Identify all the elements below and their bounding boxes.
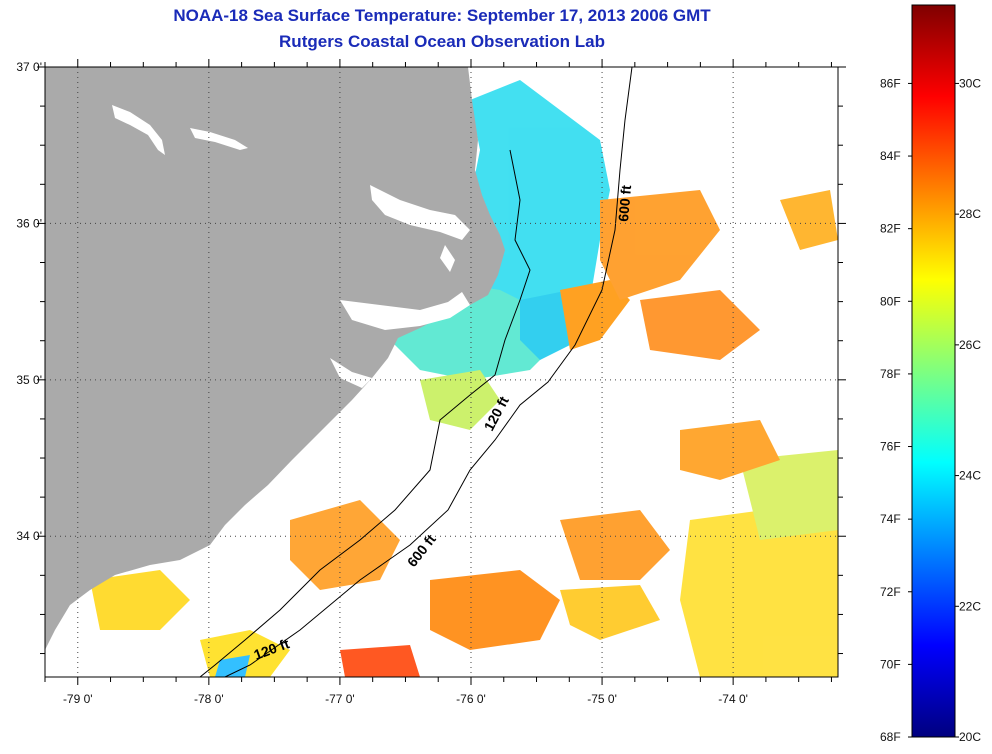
sst-patch (780, 190, 838, 250)
sst-patch (600, 190, 720, 300)
sst-patch (680, 420, 780, 480)
latitude-axis: 37 0' 36 0' 35 0' 34 0' (16, 60, 42, 543)
colorbar-f-label: 76F (880, 440, 901, 454)
lon-tick-label: -79 0' (63, 692, 93, 706)
sst-patch (680, 500, 838, 677)
colorbar-f-label: 80F (880, 294, 901, 308)
sst-data-layer (90, 80, 838, 677)
lon-tick-label: -78 0' (194, 692, 224, 706)
colorbar-f-label: 78F (880, 367, 901, 381)
colorbar-f-label: 72F (880, 585, 901, 599)
contour-label: 600 ft (615, 184, 634, 222)
colorbar-f-label: 82F (880, 222, 901, 236)
lon-tick-label: -75 0' (587, 692, 617, 706)
colorbar-scale (911, 4, 956, 738)
colorbar-celsius-labels: 30C 28C 26C 24C 22C 20C (955, 76, 981, 744)
lon-tick-label: -74 0' (718, 692, 748, 706)
colorbar-c-label: 20C (959, 730, 981, 744)
sst-patch (290, 500, 400, 590)
isobath-lines (199, 67, 633, 677)
graticule (45, 67, 838, 677)
inland-water (112, 105, 470, 388)
map-frame (44, 66, 839, 678)
lat-tick-label: 37 0' (16, 60, 42, 74)
lat-tick-label: 35 0' (16, 373, 42, 387)
colorbar-fahrenheit-labels: 86F 84F 82F 80F 78F 76F 74F 72F 70F 68F (880, 76, 912, 744)
colorbar-f-label: 86F (880, 76, 901, 90)
sst-patch (740, 450, 838, 540)
colorbar-f-label: 70F (880, 657, 901, 671)
colorbar-f-label: 74F (880, 512, 901, 526)
minor-ticks (37, 59, 846, 685)
colorbar-f-label: 84F (880, 149, 901, 163)
sst-patch (560, 280, 630, 350)
colorbar-c-label: 22C (959, 599, 981, 613)
sst-patch (90, 570, 190, 630)
longitude-axis: -79 0' -78 0' -77 0' -76 0' -75 0' -74 0' (63, 692, 748, 706)
isobath-600ft (224, 67, 633, 677)
sst-patch (470, 80, 610, 340)
map-title: NOAA-18 Sea Surface Temperature: Septemb… (173, 6, 711, 25)
map-subtitle: Rutgers Coastal Ocean Observation Lab (279, 32, 605, 51)
colorbar-c-label: 26C (959, 338, 981, 352)
sst-patch (420, 370, 500, 430)
lon-tick-label: -77 0' (325, 692, 355, 706)
colorbar-c-label: 30C (959, 76, 981, 90)
sst-patch (560, 585, 660, 640)
colorbar-c-label: 24C (959, 469, 981, 483)
lon-tick-label: -76 0' (456, 692, 486, 706)
colorbar-f-label: 68F (880, 730, 901, 744)
lat-tick-label: 36 0' (16, 216, 42, 230)
isobath-120ft (199, 149, 531, 677)
colorbar-c-label: 28C (959, 207, 981, 221)
sst-patch (215, 655, 250, 677)
sst-patch (640, 290, 760, 360)
sst-patch (340, 645, 420, 677)
sst-patch (430, 570, 560, 650)
sst-patch (560, 510, 670, 580)
lat-tick-label: 34 0' (16, 529, 42, 543)
